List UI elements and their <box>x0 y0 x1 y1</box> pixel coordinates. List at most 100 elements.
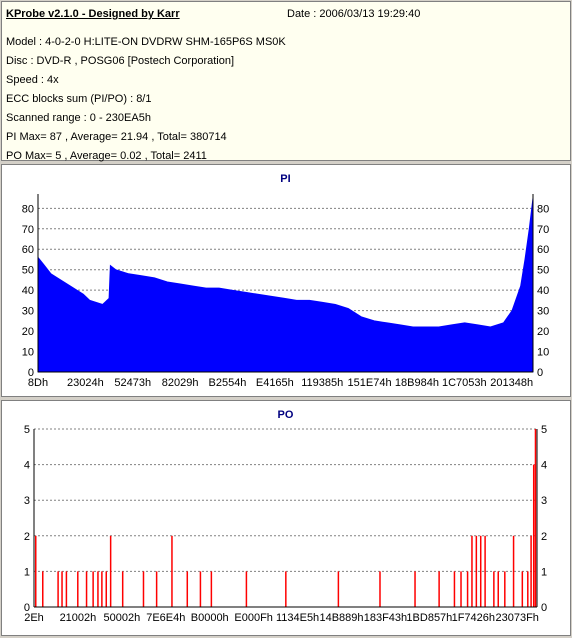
x-tick-label: 8Dh <box>28 377 48 389</box>
po-bar <box>65 571 68 607</box>
chart-title: PO <box>278 409 294 421</box>
y-tick-label-right: 10 <box>537 347 549 359</box>
x-tick-label: 183F43h <box>364 612 407 624</box>
po-bar <box>77 571 79 607</box>
po-bar <box>504 571 506 607</box>
po-bar <box>85 571 88 607</box>
po-bar <box>493 571 495 607</box>
scan-date: Date : 2006/03/13 19:29:40 <box>287 8 421 20</box>
po-bar <box>199 571 202 607</box>
pi-chart: PI 0 0 10 10 20 20 30 30 40 40 50 50 60 60 70 70 80 80 8Dh 2… <box>22 173 550 389</box>
po-bar <box>245 571 248 607</box>
y-tick-label-right: 3 <box>541 495 547 507</box>
po-bar <box>42 571 44 607</box>
po-bar <box>101 571 103 607</box>
info-panel: KProbe v2.1.0 - Designed by Karr Date : … <box>1 1 571 162</box>
po-bar <box>142 571 145 607</box>
x-tick-label: 2Eh <box>24 612 44 624</box>
po-bar <box>61 571 63 607</box>
x-tick-label: 119385h <box>301 377 343 389</box>
x-tick-label: 21002h <box>60 612 97 624</box>
y-tick-label-right: 60 <box>537 244 549 256</box>
po-chart: PO 0 0 1 1 2 2 3 3 4 4 5 5 2Eh 21002h 50002h 7E6E4h B0000… <box>24 409 547 624</box>
po-bar <box>57 571 59 607</box>
po-bar <box>337 571 340 607</box>
y-tick-label-left: 5 <box>24 424 30 436</box>
y-tick-label-left: 10 <box>22 347 34 359</box>
po-chart-panel: PO 0 0 1 1 2 2 3 3 4 4 5 5 2Eh 21002h 50002h 7E6E4h B0000… <box>1 400 571 636</box>
po-summary-line: PO Max= 5 , Average= 0.02 , Total= 2411 <box>6 150 207 162</box>
y-tick-label-left: 0 <box>24 602 30 614</box>
pi-chart-panel: PI 0 0 10 10 20 20 30 30 40 40 50 50 60 60 70 70 80 80 8Dh 2… <box>1 164 571 397</box>
po-bar <box>466 571 469 607</box>
y-tick-label-left: 2 <box>24 531 30 543</box>
y-tick-label-left: 60 <box>22 244 34 256</box>
y-tick-label-right: 80 <box>537 203 549 215</box>
po-bar <box>460 571 462 607</box>
po-bar <box>155 571 158 607</box>
po-bar <box>186 571 189 607</box>
po-bar <box>475 535 478 607</box>
x-tick-label: 1F7426h <box>452 612 495 624</box>
po-bar <box>532 464 535 607</box>
y-tick-label-right: 40 <box>537 285 549 297</box>
po-bar <box>171 535 173 607</box>
po-bar <box>92 571 94 607</box>
po-bar <box>414 571 416 607</box>
y-tick-label-right: 5 <box>541 424 547 436</box>
po-bar <box>35 535 37 607</box>
y-tick-label-left: 70 <box>22 224 34 236</box>
po-bar <box>97 571 99 607</box>
po-bar <box>438 571 440 607</box>
po-bar <box>521 571 524 607</box>
po-bar <box>210 571 213 607</box>
x-tick-label: 23024h <box>67 377 104 389</box>
y-tick-label-left: 20 <box>22 326 34 338</box>
x-tick-label: B2554h <box>209 377 247 389</box>
pi-series-area <box>37 198 534 373</box>
range-line: Scanned range : 0 - 230EA5h <box>6 112 151 124</box>
x-tick-label: 50002h <box>104 612 141 624</box>
po-bar <box>479 535 482 607</box>
po-bar <box>484 535 486 607</box>
x-tick-label: 7E6E4h <box>146 612 185 624</box>
chart-title: PI <box>280 173 290 185</box>
x-tick-label: 14B889h <box>319 612 363 624</box>
x-tick-label: B0000h <box>191 612 229 624</box>
po-bar <box>285 571 287 607</box>
y-tick-label-right: 70 <box>537 224 549 236</box>
po-bar <box>379 571 381 607</box>
model-line: Model : 4-0-2-0 H:LITE-ON DVDRW SHM-165P… <box>6 36 286 48</box>
app-title: KProbe v2.1.0 - Designed by Karr <box>6 8 180 20</box>
speed-line: Speed : 4x <box>6 74 59 86</box>
y-tick-label-left: 4 <box>24 460 30 472</box>
y-tick-label-left: 80 <box>22 203 34 215</box>
po-bar <box>530 535 532 607</box>
pi-summary-line: PI Max= 87 , Average= 21.94 , Total= 380… <box>6 131 227 143</box>
ecc-line: ECC blocks sum (PI/PO) : 8/1 <box>6 93 152 105</box>
x-tick-label: 201348h <box>490 377 533 389</box>
x-tick-label: 23073Fh <box>496 612 539 624</box>
y-tick-label-right: 0 <box>537 367 543 379</box>
po-bar <box>121 571 124 607</box>
y-tick-label-right: 2 <box>541 531 547 543</box>
po-bar <box>497 571 499 607</box>
y-tick-label-left: 40 <box>22 285 34 297</box>
po-bar <box>471 535 473 607</box>
x-tick-label: 1BD857h <box>406 612 452 624</box>
x-tick-label: E000Fh <box>234 612 273 624</box>
po-bar <box>453 571 456 607</box>
y-tick-label-left: 0 <box>28 367 34 379</box>
x-tick-label: 151E74h <box>348 377 392 389</box>
x-tick-label: E4165h <box>256 377 294 389</box>
disc-line: Disc : DVD-R , POSG06 [Postech Corporati… <box>6 55 235 67</box>
x-tick-label: 52473h <box>114 377 151 389</box>
y-tick-label-right: 0 <box>541 602 547 614</box>
po-bar <box>105 571 108 607</box>
po-bar <box>527 571 529 607</box>
x-tick-label: 1C7053h <box>442 377 487 389</box>
po-bar <box>109 535 112 607</box>
y-tick-label-left: 50 <box>22 265 34 277</box>
po-bar <box>512 535 515 607</box>
y-tick-label-right: 30 <box>537 306 549 318</box>
